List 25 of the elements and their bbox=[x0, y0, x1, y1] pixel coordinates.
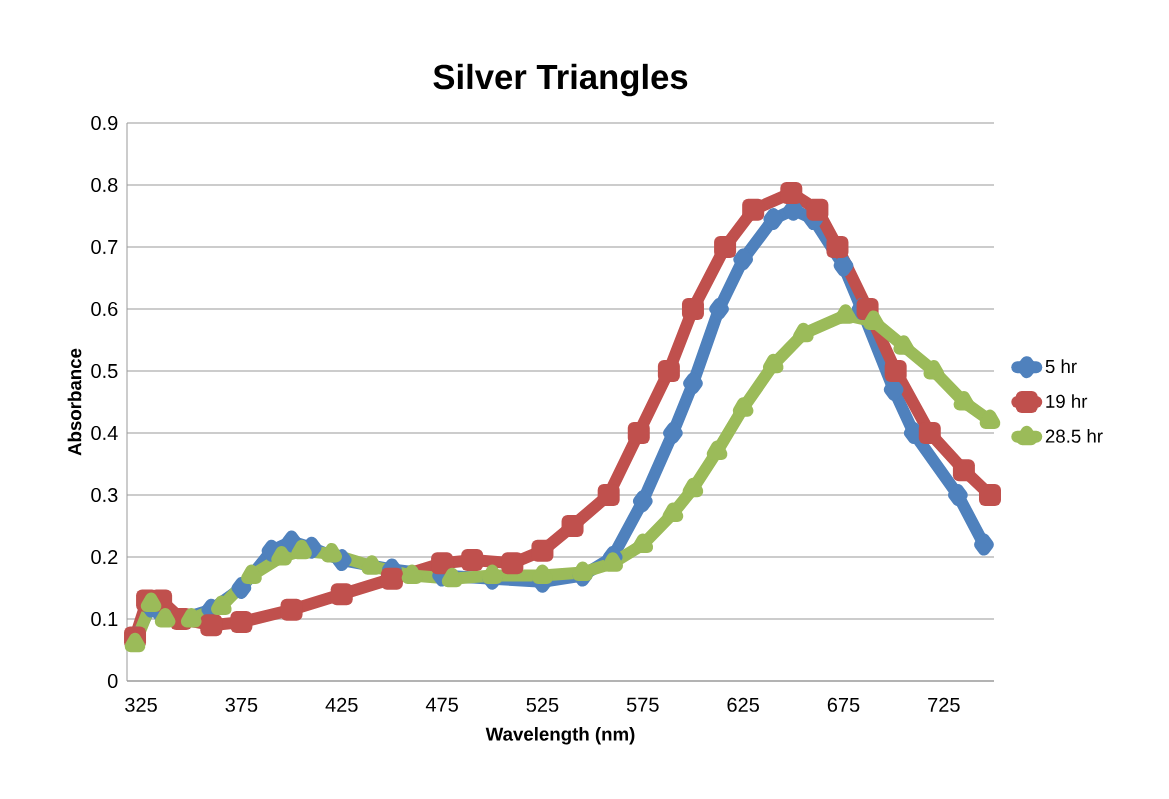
x-tick-label: 475 bbox=[425, 697, 458, 712]
y-tick-label: 0.9 bbox=[91, 115, 118, 131]
y-tick-label: 0 bbox=[107, 673, 118, 689]
legend-label: 19 hr bbox=[1046, 394, 1088, 408]
y-axis-title: Absorbance bbox=[67, 348, 82, 456]
y-tick-label: 0.5 bbox=[91, 363, 118, 379]
x-tick-label: 725 bbox=[928, 697, 960, 712]
x-tick-label: 625 bbox=[727, 697, 759, 712]
y-tick-label: 0.1 bbox=[91, 611, 118, 627]
y-tick-label: 0.3 bbox=[91, 487, 118, 503]
x-tick-label: 675 bbox=[827, 697, 860, 712]
x-tick-label: 325 bbox=[125, 697, 157, 712]
y-tick-label: 0.8 bbox=[91, 177, 118, 193]
y-tick-label: 0.4 bbox=[91, 425, 118, 441]
x-tick-label: 525 bbox=[526, 697, 559, 712]
legend-label: 5 hr bbox=[1045, 359, 1077, 374]
y-tick-label: 0.6 bbox=[91, 301, 118, 317]
x-tick-label: 575 bbox=[626, 697, 659, 712]
x-axis-title: Wavelength (nm) bbox=[485, 727, 635, 745]
x-tick-label: 425 bbox=[325, 697, 358, 712]
legend-label: 28.5 hr bbox=[1045, 429, 1103, 443]
y-tick-label: 0.2 bbox=[91, 549, 118, 565]
chart-title: Silver Triangles bbox=[433, 63, 688, 97]
y-tick-label: 0.7 bbox=[91, 239, 118, 255]
x-tick-label: 375 bbox=[225, 697, 258, 712]
